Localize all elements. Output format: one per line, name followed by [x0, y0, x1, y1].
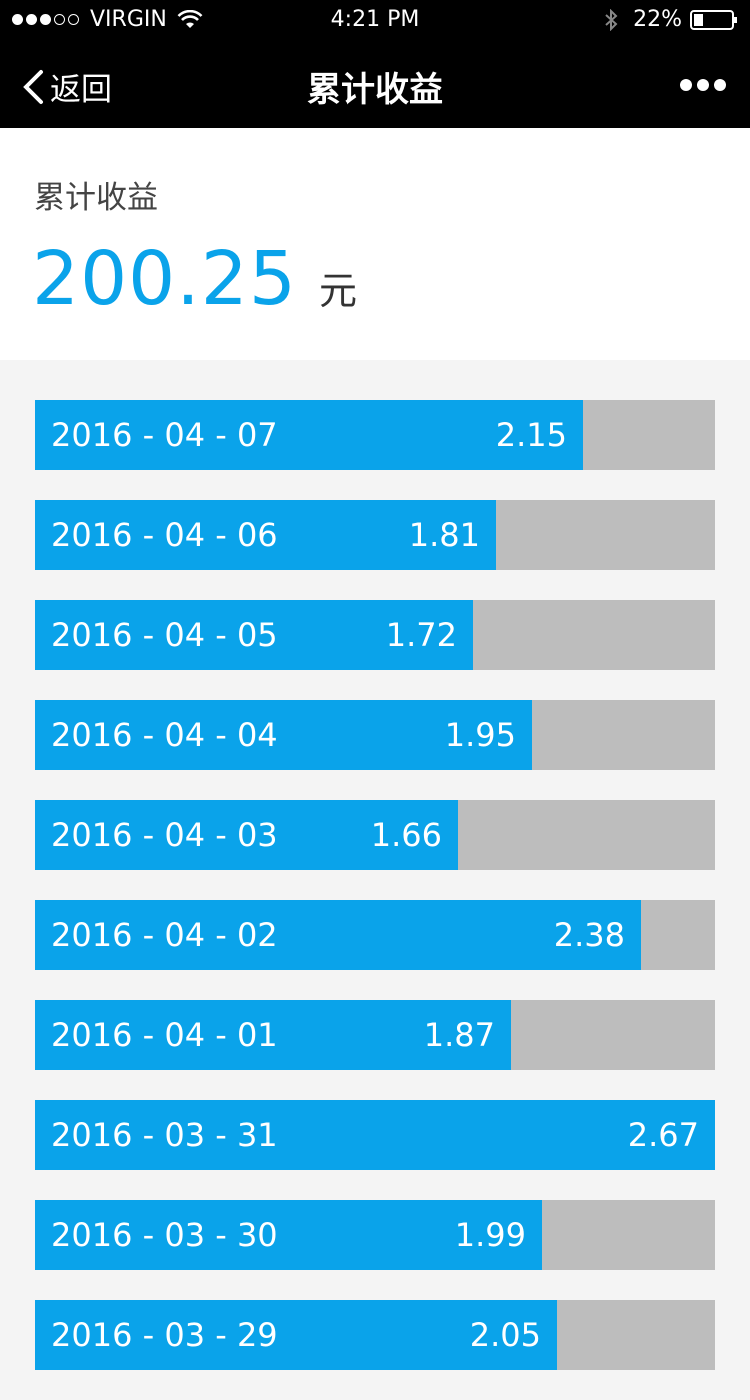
earnings-row[interactable]: 2016 - 04 - 02 2.38 [35, 900, 715, 970]
earnings-row[interactable]: 2016 - 03 - 29 2.05 [35, 1300, 715, 1370]
earnings-bar [35, 400, 583, 470]
earnings-row[interactable]: 2016 - 04 - 07 2.15 [35, 400, 715, 470]
earnings-bar [35, 1100, 715, 1170]
earnings-value: 2.15 [495, 416, 567, 454]
status-left: VIRGIN [12, 7, 203, 32]
signal-strength-icon [12, 14, 82, 25]
back-label: 返回 [50, 72, 112, 108]
status-bar: VIRGIN 4:21 PM 22% [0, 0, 750, 40]
earnings-bar [35, 700, 532, 770]
wifi-icon [177, 9, 203, 28]
chevron-left-icon [23, 69, 43, 104]
earnings-date: 2016 - 04 - 03 [51, 816, 278, 854]
summary-value-row: 200.25 元 [32, 236, 357, 322]
earnings-date: 2016 - 04 - 07 [51, 416, 278, 454]
earnings-date: 2016 - 03 - 31 [51, 1116, 278, 1154]
earnings-bar [35, 1200, 542, 1270]
earnings-row[interactable]: 2016 - 04 - 03 1.66 [35, 800, 715, 870]
signal-dot [68, 14, 79, 25]
earnings-date: 2016 - 03 - 30 [51, 1216, 278, 1254]
earnings-date: 2016 - 04 - 05 [51, 616, 278, 654]
earnings-date: 2016 - 04 - 01 [51, 1016, 278, 1054]
carrier-name: VIRGIN [90, 7, 167, 32]
earnings-row[interactable]: 2016 - 03 - 30 1.99 [35, 1200, 715, 1270]
summary-label: 累计收益 [34, 180, 158, 216]
earnings-value: 1.81 [408, 516, 480, 554]
earnings-date: 2016 - 04 - 02 [51, 916, 278, 954]
signal-dot [12, 14, 23, 25]
daily-earnings-list: 2016 - 04 - 07 2.15 2016 - 04 - 06 1.81 2016… [35, 400, 715, 1400]
earnings-bar [35, 500, 496, 570]
earnings-date: 2016 - 03 - 29 [51, 1316, 278, 1354]
total-earnings-value: 200.25 [32, 236, 297, 322]
earnings-row[interactable]: 2016 - 03 - 31 2.67 [35, 1100, 715, 1170]
earnings-bar [35, 800, 458, 870]
earnings-row[interactable]: 2016 - 04 - 01 1.87 [35, 1000, 715, 1070]
back-button[interactable]: 返回 [22, 64, 112, 109]
earnings-date: 2016 - 04 - 04 [51, 716, 278, 754]
bluetooth-icon [605, 8, 618, 31]
earnings-row[interactable]: 2016 - 04 - 06 1.81 [35, 500, 715, 570]
signal-dot [54, 14, 65, 25]
earnings-value: 2.38 [553, 916, 625, 954]
status-time: 4:21 PM [330, 7, 420, 32]
signal-dot [26, 14, 37, 25]
more-dots-icon[interactable] [680, 78, 726, 92]
earnings-value: 1.95 [444, 716, 516, 754]
earnings-date: 2016 - 04 - 06 [51, 516, 278, 554]
earnings-bar [35, 600, 473, 670]
earnings-value: 2.67 [627, 1116, 699, 1154]
earnings-row[interactable]: 2016 - 04 - 05 1.72 [35, 600, 715, 670]
earnings-summary: 累计收益 200.25 元 [0, 128, 750, 360]
earnings-value: 1.87 [423, 1016, 495, 1054]
earnings-row[interactable]: 2016 - 04 - 04 1.95 [35, 700, 715, 770]
currency-unit: 元 [318, 269, 357, 313]
earnings-value: 2.05 [469, 1316, 541, 1354]
earnings-value: 1.72 [385, 616, 457, 654]
nav-bar: 返回 累计收益 [0, 40, 750, 128]
earnings-bar [35, 900, 641, 970]
battery-percent: 22% [633, 7, 682, 32]
status-right: 22% [603, 7, 738, 32]
earnings-value: 1.99 [454, 1216, 526, 1254]
earnings-bar [35, 1000, 511, 1070]
page-title: 累计收益 [307, 70, 443, 110]
signal-dot [40, 14, 51, 25]
battery-icon [690, 9, 737, 30]
earnings-value: 1.66 [370, 816, 442, 854]
